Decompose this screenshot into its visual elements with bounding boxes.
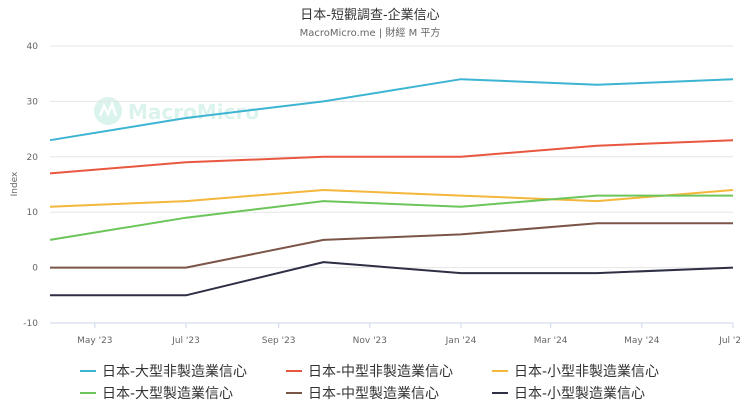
legend-item[interactable]: 日本-中型非製造業信心 — [286, 361, 492, 381]
legend-item[interactable]: 日本-大型非製造業信心 — [80, 361, 286, 381]
series-line — [50, 261, 734, 297]
legend-row: 日本-大型製造業信心 日本-中型製造業信心 日本-小型製造業信心 — [80, 382, 700, 404]
legend-label: 日本-小型製造業信心 — [514, 386, 646, 402]
x-tick-label: Jul '23 — [171, 336, 200, 346]
legend-label: 日本-中型製造業信心 — [308, 386, 440, 402]
legend-swatch — [80, 370, 96, 372]
x-tick-label: Jan '24 — [445, 336, 477, 346]
x-tick-label: May '24 — [624, 336, 660, 346]
legend-label: 日本-小型非製造業信心 — [514, 364, 660, 380]
y-tick-label: 20 — [27, 153, 39, 163]
y-tick-label: 0 — [32, 264, 38, 274]
x-tick-label: Sep '23 — [262, 336, 296, 346]
x-tick-label: Jul '24 — [718, 336, 740, 346]
legend-item[interactable]: 日本-小型非製造業信心 — [492, 361, 698, 381]
series-line — [49, 189, 734, 208]
legend-item[interactable]: 日本-小型製造業信心 — [492, 383, 698, 403]
legend-label: 日本-中型非製造業信心 — [308, 364, 454, 380]
chart-title: 日本-短觀調查-企業信心 — [300, 8, 440, 23]
legend-label: 日本-大型非製造業信心 — [102, 364, 248, 380]
y-tick-label: -10 — [23, 319, 38, 329]
chart-subtitle: MacroMicro.me | 財經 M 平方 — [299, 28, 441, 39]
line-chart: MacroMicro -10 0 10 20 30 40 May '23 Jul '23 Sep… — [10, 42, 740, 346]
series-line — [49, 194, 733, 241]
legend-swatch — [80, 392, 96, 394]
legend-swatch — [492, 392, 508, 394]
x-tick-label: Nov '23 — [353, 336, 387, 346]
series-line — [49, 139, 734, 175]
series-line — [50, 222, 733, 269]
legend-swatch — [492, 370, 508, 372]
legend-row: 日本-大型非製造業信心 日本-中型非製造業信心 日本-小型非製造業信心 — [80, 360, 700, 382]
watermark-logo: MacroMicro — [94, 97, 259, 125]
y-tick-label: 30 — [27, 97, 39, 107]
legend-swatch — [286, 392, 302, 394]
legend-swatch — [286, 370, 302, 372]
series-line — [49, 78, 734, 142]
legend: 日本-大型非製造業信心 日本-中型非製造業信心 日本-小型非製造業信心日本-大型製造… — [80, 360, 700, 404]
legend-item[interactable]: 日本-中型製造業信心 — [286, 383, 492, 403]
y-tick-label: 40 — [27, 42, 39, 52]
x-tick-label: May '23 — [77, 336, 112, 346]
y-tick-label: 10 — [27, 208, 39, 218]
legend-item[interactable]: 日本-大型製造業信心 — [80, 383, 286, 403]
legend-label: 日本-大型製造業信心 — [102, 386, 234, 402]
x-tick-label: Mar '24 — [534, 336, 568, 346]
y-axis-label: Index — [10, 171, 20, 196]
